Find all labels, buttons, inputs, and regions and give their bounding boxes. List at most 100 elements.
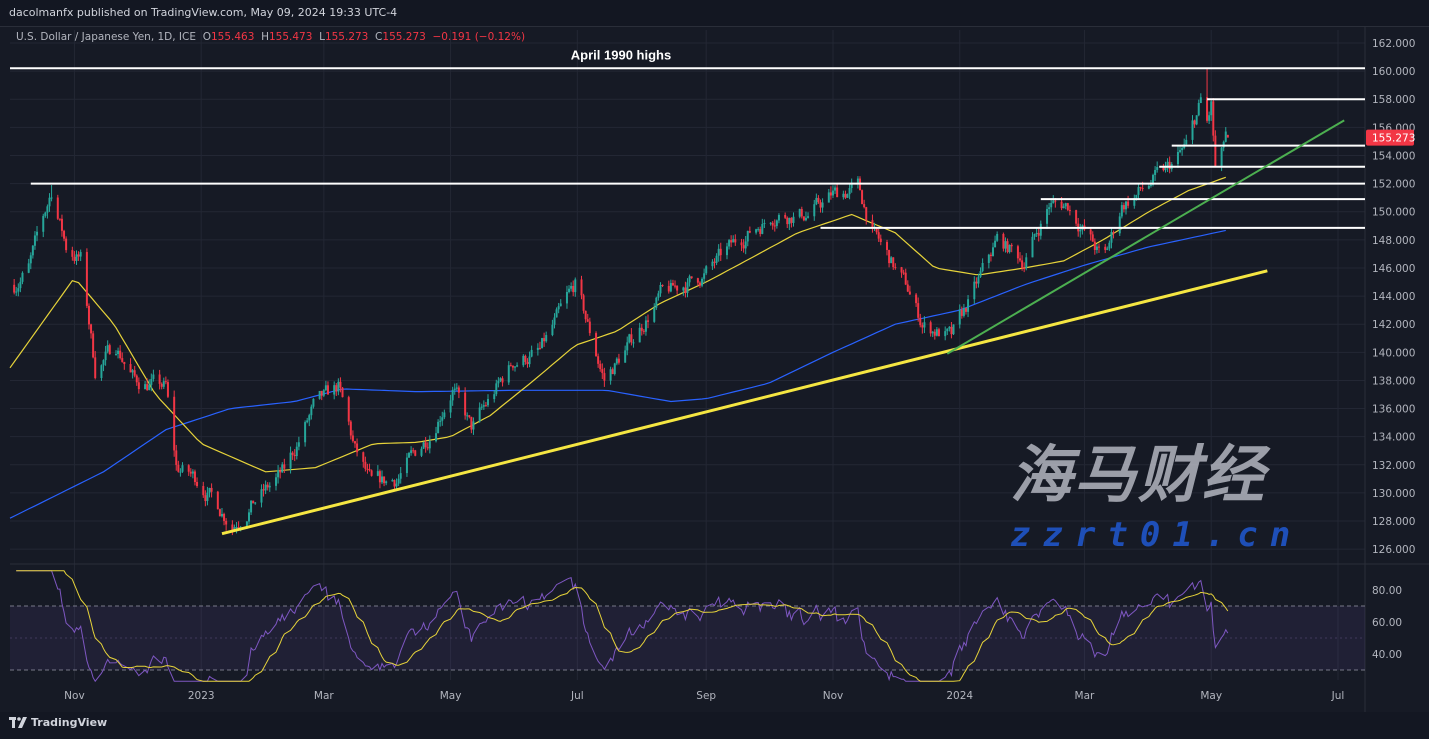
candle-body bbox=[894, 267, 897, 269]
candle-body bbox=[728, 240, 731, 247]
candle-body bbox=[819, 202, 822, 208]
symbol-legend: U.S. Dollar / Japanese Yen, 1D, ICE O155… bbox=[16, 31, 525, 43]
watermark-title: 海马财经 bbox=[1010, 438, 1267, 511]
candle-body bbox=[1135, 194, 1138, 198]
candle-body bbox=[495, 383, 498, 395]
candle-body bbox=[166, 382, 169, 397]
candle-body bbox=[919, 317, 922, 326]
candle-body bbox=[131, 370, 134, 373]
time-tick-label: May bbox=[1200, 690, 1222, 702]
candle-body bbox=[553, 317, 556, 325]
candle-body bbox=[297, 442, 300, 447]
candle-body bbox=[1208, 115, 1211, 121]
channel-trendline bbox=[946, 119, 1345, 355]
candle-body bbox=[486, 399, 489, 406]
price-tick-label: 144.000 bbox=[1372, 291, 1415, 303]
candle-body bbox=[493, 394, 496, 400]
support-trendline bbox=[221, 269, 1268, 536]
candle-body bbox=[114, 354, 117, 356]
candle-body bbox=[85, 252, 88, 306]
candle-body bbox=[1162, 167, 1165, 171]
candle-body bbox=[15, 291, 18, 293]
candle-body bbox=[944, 331, 947, 337]
candle-body bbox=[632, 342, 635, 344]
candle-body bbox=[310, 406, 313, 416]
candle-body bbox=[324, 385, 327, 391]
low-value: 155.273 bbox=[324, 31, 369, 43]
candle-body bbox=[638, 327, 641, 343]
candle-body bbox=[671, 283, 674, 286]
rsi-pane bbox=[16, 570, 1229, 683]
close-value: 155.273 bbox=[382, 31, 426, 43]
candle-body bbox=[349, 421, 352, 436]
candle-body bbox=[1141, 187, 1144, 189]
candle-body bbox=[277, 470, 280, 478]
price-tick-label: 158.000 bbox=[1372, 94, 1415, 106]
candle-body bbox=[977, 276, 980, 284]
candle-body bbox=[888, 249, 891, 264]
candle-body bbox=[50, 197, 53, 199]
candle-body bbox=[237, 527, 240, 529]
candle-body bbox=[468, 415, 471, 417]
price-tick-label: 130.000 bbox=[1372, 488, 1415, 500]
candle-body bbox=[601, 369, 604, 374]
candle-body bbox=[850, 182, 853, 189]
candle-body bbox=[586, 319, 589, 322]
candle-body bbox=[306, 420, 309, 423]
candle-body bbox=[1179, 150, 1182, 153]
candle-body bbox=[1224, 131, 1227, 142]
candle-body bbox=[836, 187, 839, 198]
candle-body bbox=[1095, 246, 1098, 251]
candle-body bbox=[890, 257, 893, 264]
candle-body bbox=[1220, 147, 1223, 167]
candle-body bbox=[60, 218, 63, 231]
candle-body bbox=[381, 476, 384, 483]
candle-body bbox=[152, 374, 155, 379]
tradingview-logo[interactable]: TradingView bbox=[9, 716, 107, 729]
candle-body bbox=[13, 284, 16, 293]
chart-frame[interactable] bbox=[0, 26, 1429, 713]
candle-body bbox=[771, 222, 774, 226]
candle-body bbox=[63, 230, 66, 239]
candle-body bbox=[933, 331, 936, 336]
candle-body bbox=[917, 303, 920, 318]
candle-body bbox=[1176, 152, 1179, 165]
candle-body bbox=[703, 273, 706, 279]
bottom-bar bbox=[0, 712, 1429, 739]
candle-body bbox=[480, 406, 483, 408]
candle-body bbox=[773, 225, 776, 227]
candle-body bbox=[1185, 139, 1188, 145]
candle-body bbox=[318, 390, 321, 399]
candle-body bbox=[555, 309, 558, 318]
candle-body bbox=[179, 471, 182, 473]
candle-body bbox=[875, 227, 878, 233]
candle-body bbox=[626, 342, 629, 351]
candle-body bbox=[617, 358, 620, 363]
candle-body bbox=[1152, 174, 1155, 185]
candle-body bbox=[437, 421, 440, 434]
candle-body bbox=[688, 276, 691, 283]
candle-body bbox=[603, 373, 606, 381]
candle-body bbox=[1079, 229, 1082, 232]
price-tick-label: 146.000 bbox=[1372, 263, 1415, 275]
candle-body bbox=[1008, 244, 1011, 253]
candle-body bbox=[1199, 97, 1202, 104]
candle-body bbox=[1181, 148, 1184, 151]
candle-body bbox=[906, 284, 909, 292]
candle-body bbox=[92, 333, 95, 358]
candle-body bbox=[457, 387, 460, 393]
drawings[interactable]: April 1990 highs bbox=[10, 47, 1365, 536]
time-tick-label: Jul bbox=[1331, 690, 1345, 702]
candle-body bbox=[79, 252, 82, 257]
candle-body bbox=[528, 356, 531, 365]
candle-body bbox=[682, 287, 685, 291]
candle-body bbox=[1212, 101, 1215, 136]
candle-body bbox=[87, 305, 90, 325]
symbol-name[interactable]: U.S. Dollar / Japanese Yen, 1D, ICE bbox=[16, 31, 196, 43]
current-price-label: 155.273 bbox=[1372, 133, 1415, 145]
candle-body bbox=[715, 255, 718, 263]
axes: 162.000160.000158.000156.000154.000152.0… bbox=[64, 38, 1415, 702]
candle-body bbox=[268, 485, 271, 488]
candle-body bbox=[987, 254, 990, 263]
